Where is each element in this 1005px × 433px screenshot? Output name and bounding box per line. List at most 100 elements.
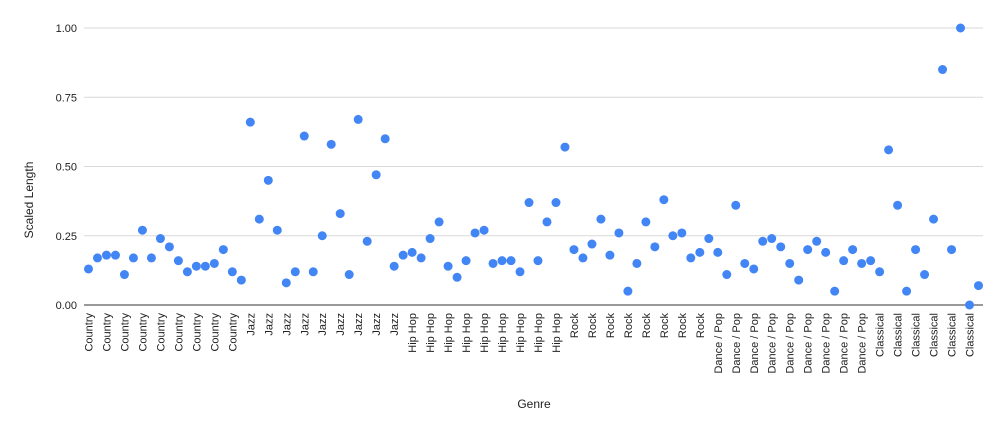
x-tick-label: Hip Hop <box>515 313 527 353</box>
data-point <box>470 228 480 238</box>
x-tick-label: Rock <box>605 313 617 339</box>
data-point <box>749 264 759 274</box>
data-point <box>578 253 588 263</box>
x-tick-label: Dance / Pop <box>821 313 833 374</box>
data-point <box>776 242 786 252</box>
data-point <box>137 225 147 235</box>
data-point <box>245 117 255 127</box>
data-point <box>92 253 102 263</box>
data-point <box>344 270 354 280</box>
x-tick-label: Dance / Pop <box>857 313 869 374</box>
data-point <box>866 256 876 266</box>
data-point <box>920 270 930 280</box>
data-point <box>488 258 498 268</box>
data-point <box>200 261 210 271</box>
x-tick-labels: Country Country Country Country Country Count… <box>83 313 976 374</box>
data-point <box>119 270 129 280</box>
data-point <box>173 256 183 266</box>
data-point <box>533 256 543 266</box>
data-point <box>758 236 768 246</box>
data-point <box>479 225 489 235</box>
x-tick-label: Classical <box>929 313 941 357</box>
data-point <box>821 247 831 257</box>
x-tick-label: Country <box>119 313 131 352</box>
data-point <box>956 23 966 33</box>
x-tick-label: Jazz <box>371 313 383 336</box>
x-tick-label: Jazz <box>335 313 347 336</box>
data-point <box>443 261 453 271</box>
data-point <box>713 247 723 257</box>
x-tick-label: Dance / Pop <box>767 313 779 374</box>
x-tick-label: Rock <box>677 313 689 339</box>
data-point <box>560 142 570 152</box>
data-point <box>254 214 264 224</box>
x-tick-label: Country <box>191 313 203 352</box>
data-point <box>551 198 561 208</box>
x-tick-label: Jazz <box>389 313 401 336</box>
data-point <box>605 250 615 260</box>
x-tick-label: Country <box>209 313 221 352</box>
data-point <box>659 195 669 205</box>
data-point <box>326 139 336 149</box>
data-point <box>893 200 903 210</box>
x-tick-label: Jazz <box>353 313 365 336</box>
x-tick-label: Rock <box>623 313 635 339</box>
x-tick-label: Classical <box>965 313 977 357</box>
data-point <box>785 258 795 268</box>
data-point <box>146 253 156 263</box>
data-point <box>236 275 246 285</box>
data-point <box>128 253 138 263</box>
x-tick-label: Jazz <box>245 313 257 336</box>
data-point <box>938 65 948 75</box>
data-point <box>848 245 858 255</box>
data-point <box>947 245 957 255</box>
data-point <box>614 228 624 238</box>
x-tick-label: Classical <box>947 313 959 357</box>
x-tick-label: Dance / Pop <box>713 313 725 374</box>
data-point <box>497 256 507 266</box>
data-point <box>542 217 552 227</box>
data-point <box>965 300 975 310</box>
data-point <box>182 267 192 277</box>
data-point <box>731 200 741 210</box>
data-point <box>308 267 318 277</box>
data-point <box>596 214 606 224</box>
data-points <box>83 23 984 310</box>
x-tick-label: Hip Hop <box>497 313 509 353</box>
data-point <box>425 234 435 244</box>
data-point <box>911 245 921 255</box>
x-tick-label: Dance / Pop <box>749 313 761 374</box>
x-tick-label: Hip Hop <box>461 313 473 353</box>
data-point <box>839 256 849 266</box>
x-tick-label: Hip Hop <box>425 313 437 353</box>
x-tick-label: Country <box>83 313 95 352</box>
data-point <box>191 261 201 271</box>
data-point <box>371 170 381 180</box>
data-point <box>830 286 840 296</box>
data-point <box>587 239 597 249</box>
y-tick-label: 0.25 <box>56 231 77 243</box>
x-tick-label: Dance / Pop <box>803 313 815 374</box>
data-point <box>623 286 633 296</box>
data-point <box>695 247 705 257</box>
data-point <box>767 234 777 244</box>
data-point <box>569 245 579 255</box>
data-point <box>380 134 390 144</box>
x-tick-label: Jazz <box>299 313 311 336</box>
x-tick-label: Jazz <box>317 313 329 336</box>
x-tick-label: Rock <box>695 313 707 339</box>
data-point <box>317 231 327 241</box>
data-point <box>650 242 660 252</box>
data-point <box>668 231 678 241</box>
x-tick-label: Country <box>227 313 239 352</box>
data-point <box>875 267 885 277</box>
data-point <box>677 228 687 238</box>
x-tick-label: Rock <box>641 313 653 339</box>
data-point <box>452 272 462 282</box>
x-tick-label: Hip Hop <box>407 313 419 353</box>
data-point <box>155 234 165 244</box>
data-point <box>803 245 813 255</box>
data-point <box>902 286 912 296</box>
x-tick-label: Classical <box>875 313 887 357</box>
data-point <box>416 253 426 263</box>
